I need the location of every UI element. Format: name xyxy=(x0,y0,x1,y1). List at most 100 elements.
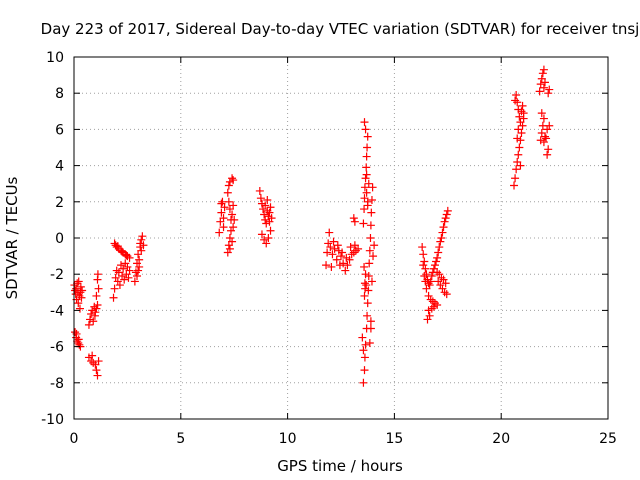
data-point xyxy=(363,311,372,320)
data-point xyxy=(225,244,234,253)
data-point xyxy=(542,134,551,143)
data-point xyxy=(89,358,98,367)
data-point xyxy=(369,252,378,261)
data-point xyxy=(74,299,83,308)
data-point xyxy=(324,239,333,248)
data-point xyxy=(267,214,276,223)
data-point xyxy=(425,311,434,320)
data-point xyxy=(94,284,103,293)
data-point xyxy=(113,242,122,251)
data-point xyxy=(115,281,124,290)
data-point xyxy=(93,371,102,380)
data-point xyxy=(543,125,552,134)
data-point xyxy=(437,234,446,242)
data-point xyxy=(440,217,449,226)
data-point xyxy=(228,210,237,219)
data-point xyxy=(260,235,269,244)
data-point xyxy=(365,259,374,268)
data-point xyxy=(342,253,351,262)
data-point xyxy=(360,366,369,375)
data-point xyxy=(349,214,358,223)
data-point xyxy=(113,277,122,286)
y-tick-label: -8 xyxy=(50,376,64,392)
data-point xyxy=(441,214,450,223)
data-point xyxy=(423,315,432,324)
data-point xyxy=(362,170,371,179)
x-tick-label: 20 xyxy=(492,431,510,447)
x-tick-label: 15 xyxy=(385,431,403,447)
data-point xyxy=(255,186,264,195)
data-point xyxy=(535,87,544,96)
data-point xyxy=(368,183,377,192)
data-point xyxy=(350,217,359,226)
data-point xyxy=(538,69,547,78)
data-point xyxy=(360,353,369,362)
y-tick-label: -4 xyxy=(50,303,64,319)
data-point xyxy=(323,248,332,257)
data-point xyxy=(436,237,445,246)
data-point xyxy=(261,201,270,210)
data-point xyxy=(110,284,119,293)
data-point xyxy=(422,284,431,293)
y-tick-label: 6 xyxy=(55,122,64,138)
data-point xyxy=(112,243,121,252)
data-point xyxy=(365,338,374,347)
data-point xyxy=(338,248,347,257)
data-point xyxy=(228,237,237,246)
data-point xyxy=(511,96,520,105)
y-tick-label: 10 xyxy=(46,50,64,66)
data-point xyxy=(121,259,130,268)
data-point xyxy=(92,291,101,300)
data-point xyxy=(366,221,375,230)
data-point xyxy=(432,257,441,266)
data-point xyxy=(433,253,442,262)
data-point xyxy=(224,181,233,190)
data-point xyxy=(361,174,370,183)
data-point xyxy=(362,188,371,197)
data-point xyxy=(543,150,552,159)
x-axis-label: GPS time / hours xyxy=(277,457,403,475)
data-point xyxy=(421,264,430,273)
data-point xyxy=(434,248,443,257)
data-point xyxy=(442,290,451,299)
data-point xyxy=(418,243,427,252)
data-point xyxy=(223,188,232,197)
data-point xyxy=(229,223,238,232)
data-point xyxy=(361,125,370,134)
data-point xyxy=(93,270,102,279)
data-point xyxy=(87,310,96,319)
data-point xyxy=(257,230,266,239)
data-point xyxy=(359,219,368,228)
data-point xyxy=(370,241,379,250)
data-point xyxy=(346,243,355,252)
data-point xyxy=(90,311,99,320)
data-point xyxy=(89,317,98,326)
data-point xyxy=(109,293,118,302)
data-point xyxy=(360,118,369,127)
data-point xyxy=(137,246,146,255)
data-point xyxy=(367,277,376,286)
data-point xyxy=(519,109,528,118)
data-point xyxy=(135,255,144,264)
data-point xyxy=(343,261,352,270)
data-point xyxy=(119,264,128,273)
data-point xyxy=(358,333,367,342)
data-point xyxy=(74,277,83,286)
data-point xyxy=(77,293,86,302)
data-point xyxy=(361,270,370,279)
data-point xyxy=(422,270,431,279)
data-point xyxy=(327,262,336,271)
x-tick-label: 0 xyxy=(70,431,79,447)
x-tick-label: 10 xyxy=(279,431,297,447)
data-point xyxy=(443,206,452,215)
data-point xyxy=(435,243,444,252)
data-point xyxy=(226,226,235,235)
data-point xyxy=(424,291,433,300)
data-point xyxy=(78,286,87,295)
data-point xyxy=(513,134,522,143)
data-point xyxy=(219,223,228,232)
data-point xyxy=(125,266,134,275)
data-point xyxy=(366,324,375,333)
data-point xyxy=(545,121,554,130)
